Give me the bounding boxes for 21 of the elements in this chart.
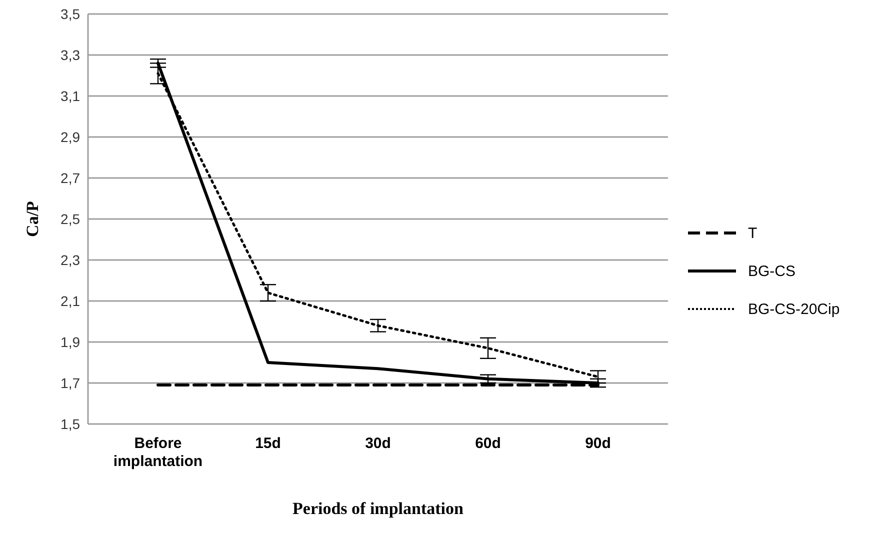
x-tick-label: 90d (585, 435, 611, 452)
y-tick-label: 3,5 (60, 6, 80, 22)
y-tick-label: 1,5 (60, 416, 80, 432)
y-tick-label: 1,9 (60, 334, 80, 350)
x-tick-label: Before implantation (113, 435, 203, 470)
x-tick-label: 15d (255, 435, 281, 452)
legend-label: BG-CS (748, 262, 796, 280)
y-tick-label: 2,9 (60, 128, 80, 145)
x-tick-label: 30d (365, 435, 391, 452)
legend-label: BG-CS-20Cip (748, 300, 840, 318)
y-tick-label: 2,5 (60, 210, 80, 227)
x-axis-title: Periods of implantation (292, 499, 464, 518)
y-axis-title: Ca/P (23, 201, 42, 237)
x-tick-label: 60d (475, 435, 501, 452)
y-tick-label: 1,7 (60, 374, 80, 391)
y-tick-label: 3,1 (60, 88, 80, 104)
y-tick-label: 2,3 (60, 252, 80, 268)
y-tick-label: 3,3 (60, 46, 80, 63)
y-tick-label: 2,7 (60, 170, 80, 186)
y-tick-label: 2,1 (60, 292, 80, 309)
legend-label: T (748, 224, 758, 242)
